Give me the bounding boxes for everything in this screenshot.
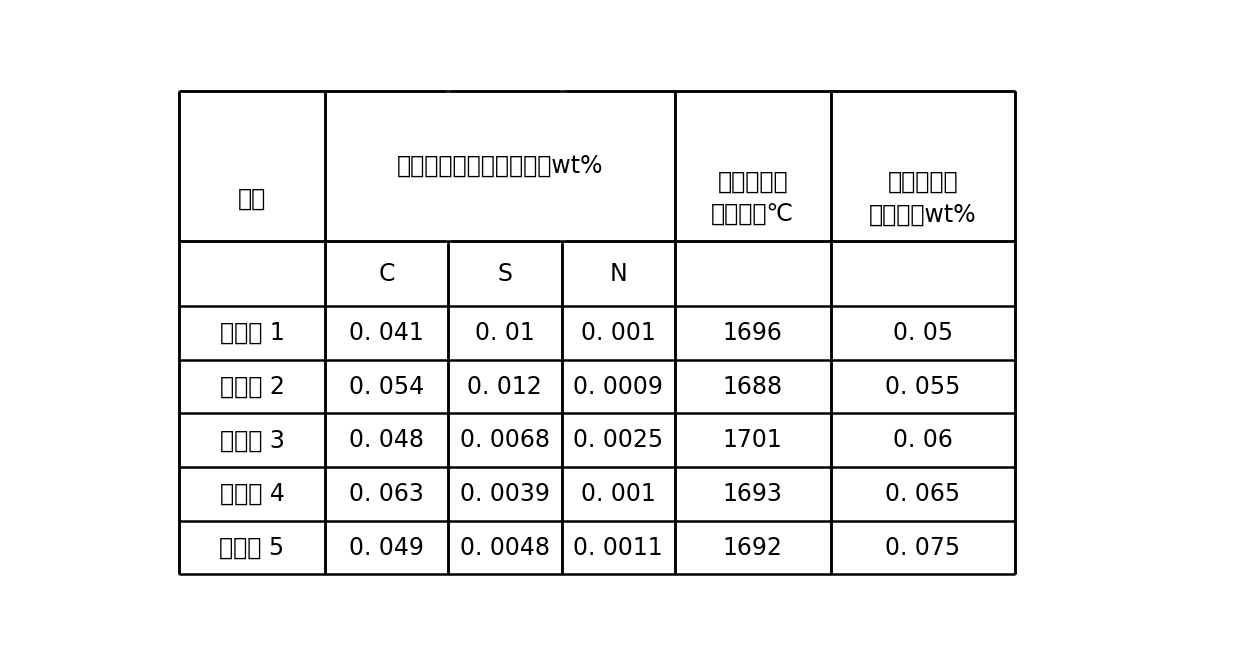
Text: 1692: 1692 (723, 536, 782, 560)
Text: 0. 0025: 0. 0025 (573, 428, 663, 452)
Text: 实施例 5: 实施例 5 (219, 536, 285, 560)
Text: 0. 001: 0. 001 (580, 321, 656, 345)
Text: 0. 048: 0. 048 (350, 428, 424, 452)
Text: 0. 01: 0. 01 (475, 321, 534, 345)
Text: 0. 049: 0. 049 (350, 536, 424, 560)
Text: 实施例 4: 实施例 4 (219, 482, 284, 506)
Text: 1701: 1701 (723, 428, 782, 452)
Text: 1693: 1693 (723, 482, 782, 506)
Text: 1696: 1696 (723, 321, 782, 345)
Text: 转炉终点锂水化学成份，wt%: 转炉终点锂水化学成份，wt% (397, 154, 603, 178)
Text: 转炉终点锂
水温度，℃: 转炉终点锂 水温度，℃ (712, 170, 795, 227)
Text: 1688: 1688 (723, 375, 782, 398)
Text: 0. 001: 0. 001 (580, 482, 656, 506)
Text: 0. 065: 0. 065 (885, 482, 961, 506)
Text: 实施例 1: 实施例 1 (219, 321, 284, 345)
Text: 0. 0011: 0. 0011 (573, 536, 663, 560)
Text: 0. 0068: 0. 0068 (460, 428, 549, 452)
Text: 0. 075: 0. 075 (885, 536, 961, 560)
Text: 实施例 3: 实施例 3 (219, 428, 284, 452)
Text: 0. 055: 0. 055 (885, 375, 961, 398)
Text: 0. 0039: 0. 0039 (460, 482, 549, 506)
Text: 转炉出锂锂
水中氧，wt%: 转炉出锂锂 水中氧，wt% (869, 170, 977, 227)
Text: N: N (609, 262, 627, 286)
Text: 0. 012: 0. 012 (467, 375, 542, 398)
Text: 0. 0048: 0. 0048 (460, 536, 549, 560)
Text: 0. 054: 0. 054 (348, 375, 424, 398)
Text: 0. 041: 0. 041 (350, 321, 424, 345)
Text: 0. 05: 0. 05 (893, 321, 952, 345)
Text: C: C (378, 262, 394, 286)
Text: 0. 063: 0. 063 (350, 482, 424, 506)
Text: 0. 0009: 0. 0009 (573, 375, 663, 398)
Text: 0. 06: 0. 06 (893, 428, 952, 452)
Text: 实施例 2: 实施例 2 (219, 375, 284, 398)
Text: 炉次: 炉次 (238, 186, 267, 210)
Text: S: S (497, 262, 512, 286)
